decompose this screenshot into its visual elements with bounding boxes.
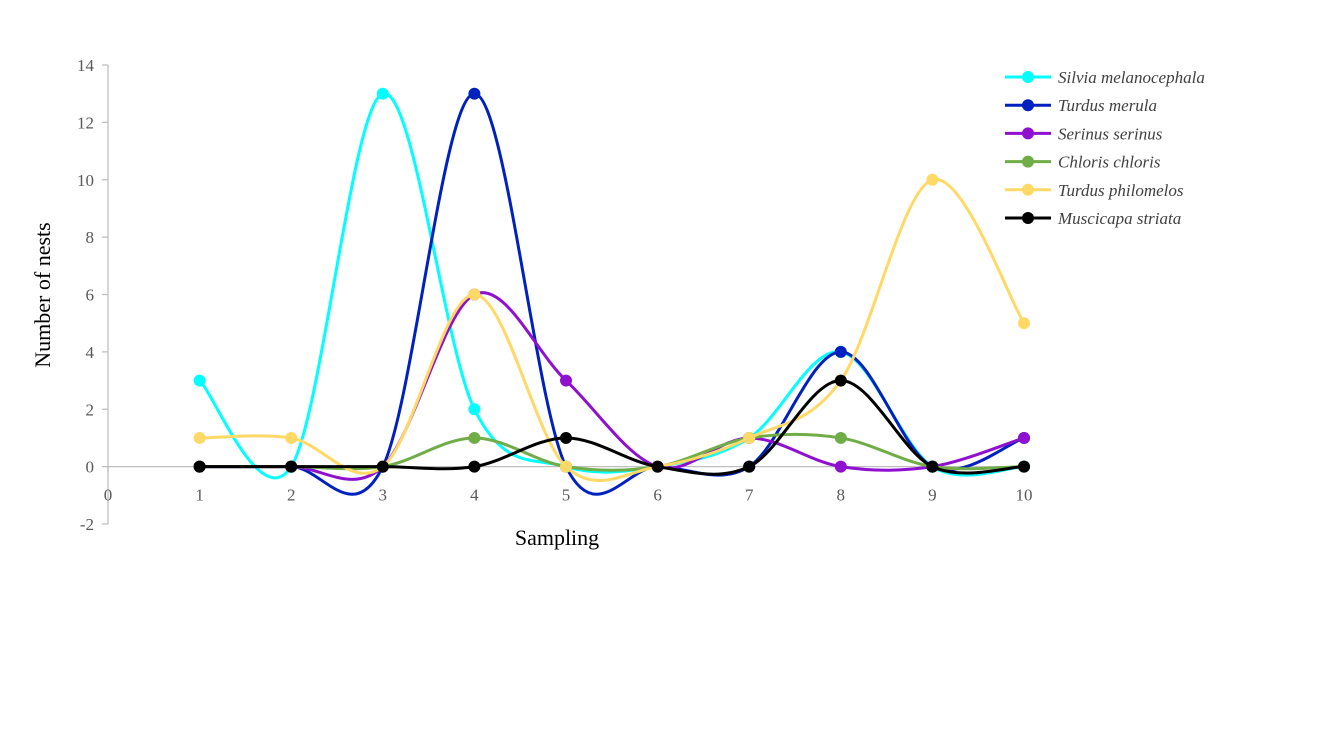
y-tick-label: 8: [86, 228, 95, 247]
data-point-muscicapa-striata: [926, 460, 939, 473]
x-tick-label: 6: [653, 486, 662, 505]
y-axis-title: Number of nests: [30, 222, 55, 367]
legend-label: Silvia melanocephala: [1058, 68, 1205, 87]
legend-item: Chloris chloris: [1005, 153, 1161, 172]
data-point-turdus-philomelos: [1018, 317, 1030, 330]
data-point-muscicapa-striata: [285, 460, 298, 473]
data-point-serinus-serinus: [834, 460, 847, 473]
legend: Silvia melanocephala Turdus merula Serinus…: [1005, 68, 1205, 228]
data-point-turdus-philomelos: [285, 431, 298, 444]
data-point-muscicapa-striata: [743, 460, 756, 473]
legend-swatch-marker: [1022, 127, 1034, 140]
legend-item: Turdus philomelos: [1005, 181, 1184, 200]
x-tick-label: 10: [1016, 486, 1033, 505]
legend-swatch-marker: [1022, 71, 1034, 83]
y-tick-label: 6: [86, 286, 95, 305]
data-point-turdus-merula: [468, 87, 481, 100]
x-axis-title: Sampling: [515, 525, 599, 550]
y-tick-label: 4: [86, 343, 95, 362]
data-point-muscicapa-striata: [193, 460, 206, 473]
data-point-muscicapa-striata: [834, 374, 847, 387]
series-layer: [193, 87, 1030, 496]
series-turdus-merula: [193, 87, 1030, 496]
data-point-silvia-melanocephala: [193, 374, 206, 387]
data-point-muscicapa-striata: [560, 431, 572, 444]
legend-item: Serinus serinus: [1005, 124, 1163, 143]
data-point-muscicapa-striata: [651, 460, 664, 473]
data-point-serinus-serinus: [1018, 431, 1030, 444]
series-line-silvia-melanocephala: [198, 92, 1026, 479]
legend-label: Chloris chloris: [1058, 153, 1161, 172]
series-line-turdus-philomelos: [198, 178, 1026, 483]
x-tick-label: 5: [562, 486, 571, 505]
series-muscicapa-striata: [193, 374, 1030, 476]
y-tick-label: 14: [77, 56, 95, 75]
legend-swatch-marker: [1022, 99, 1034, 112]
series-line-muscicapa-striata: [198, 379, 1026, 476]
x-tick-label: 8: [837, 486, 846, 505]
legend-label: Serinus serinus: [1058, 124, 1163, 143]
series-line-chloris-chloris: [198, 432, 1026, 472]
data-point-turdus-philomelos: [926, 173, 939, 186]
legend-item: Silvia melanocephala: [1005, 68, 1205, 87]
y-tick-label: -2: [80, 515, 94, 534]
legend-label: Turdus merula: [1058, 96, 1157, 115]
x-tick-label: 9: [928, 486, 937, 505]
data-point-muscicapa-striata: [376, 460, 389, 473]
data-point-silvia-melanocephala: [468, 403, 481, 416]
data-point-chloris-chloris: [834, 431, 847, 444]
x-tick-label: 0: [104, 486, 113, 505]
data-point-turdus-merula: [834, 345, 847, 358]
legend-label: Turdus philomelos: [1058, 181, 1184, 200]
x-tick-label: 4: [470, 486, 479, 505]
series-line-serinus-serinus: [198, 291, 1026, 481]
y-tick-label: 2: [86, 400, 95, 419]
x-tick-label: 2: [287, 486, 296, 505]
data-point-turdus-philomelos: [193, 431, 206, 444]
data-point-turdus-philomelos: [560, 460, 572, 473]
series-silvia-melanocephala: [193, 87, 1030, 479]
data-point-silvia-melanocephala: [376, 87, 389, 100]
y-tick-label: 0: [86, 458, 95, 477]
data-point-muscicapa-striata: [468, 460, 481, 473]
x-tick-label: 7: [745, 486, 754, 505]
legend-label: Muscicapa striata: [1057, 209, 1181, 228]
data-point-chloris-chloris: [468, 431, 481, 444]
legend-item: Muscicapa striata: [1005, 209, 1181, 228]
legend-swatch-marker: [1022, 183, 1034, 196]
x-tick-label: 1: [195, 486, 204, 505]
y-tick-label: 12: [77, 113, 94, 132]
x-tick-label: 3: [379, 486, 388, 505]
y-tick-label: 10: [77, 171, 94, 190]
data-point-serinus-serinus: [560, 374, 572, 387]
data-point-turdus-philomelos: [743, 431, 756, 444]
legend-swatch-marker: [1022, 155, 1034, 168]
data-point-muscicapa-striata: [1018, 460, 1030, 473]
data-point-turdus-philomelos: [468, 288, 481, 301]
legend-swatch-marker: [1022, 212, 1034, 224]
legend-item: Turdus merula: [1005, 96, 1157, 115]
